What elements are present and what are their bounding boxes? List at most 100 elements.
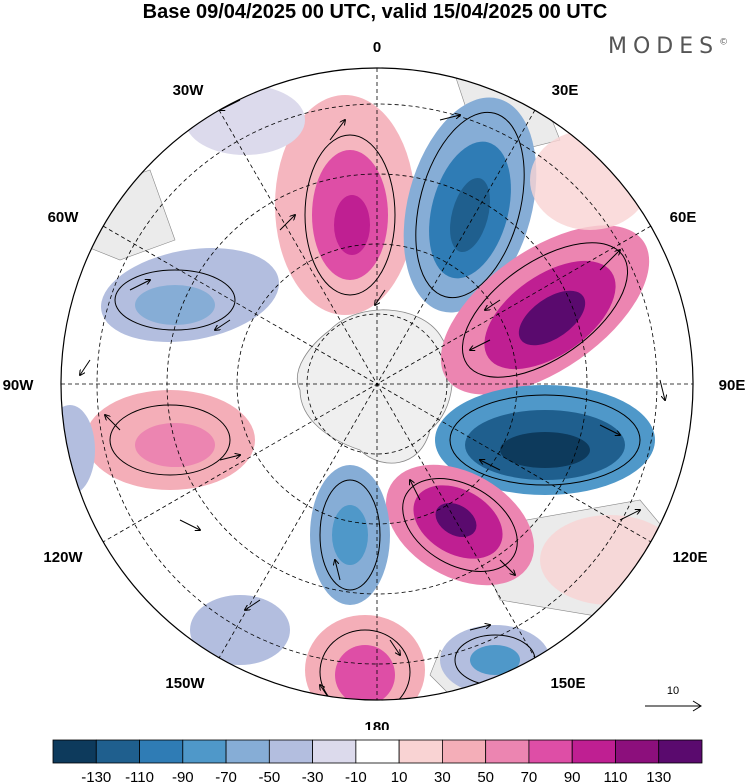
wind-arrow: [129, 280, 150, 291]
colorbar-tick-label: -50: [258, 769, 280, 783]
reference-vector-label: 10: [667, 685, 679, 697]
colorbar-swatch: [182, 739, 227, 764]
contour-line: [114, 269, 236, 331]
lon-label-60e: 60E: [670, 209, 697, 226]
lon-label-90e: 90E: [719, 377, 746, 394]
meridian-line: [102, 225, 652, 543]
lon-label-150e: 150E: [550, 675, 585, 692]
polar-stereographic-map: 0 30E 60E 90E 120E 150E 180 150W 120W 90…: [3, 39, 746, 730]
weak-positive-anomaly-north-east: [530, 130, 650, 230]
wind-arrow: [599, 424, 620, 435]
positive-anomaly-south-atlantic-center: [334, 195, 370, 255]
contour-line: [109, 404, 231, 476]
antarctica-land: [297, 309, 453, 464]
colorbar-tick-label: 70: [521, 769, 538, 783]
wind-arrow: [520, 679, 541, 690]
contour-line: [319, 629, 411, 700]
colorbar-tick-label: 50: [477, 769, 494, 783]
wind-arrow: [279, 215, 295, 231]
map-border: [60, 67, 694, 701]
brand-name: MODES: [608, 34, 720, 59]
colorbar: -130 -110 -90 -70 -50 -30 -10 10 30 50 70 90 110 130: [52, 739, 703, 783]
contour-line: [304, 134, 396, 296]
colorbar-tick-label: -70: [215, 769, 237, 783]
weak-negative-anomaly-west: [61, 405, 95, 495]
wind-arrow: [609, 159, 630, 175]
streamline-contours: [109, 111, 641, 700]
colorbar-tick-label: -130: [81, 769, 111, 783]
lon-label-90w: 90W: [3, 377, 35, 394]
wind-arrow: [179, 519, 200, 530]
colorbar-tick-label: 10: [391, 769, 408, 783]
colorbar-swatch: [658, 739, 703, 764]
colorbar-swatch: [441, 739, 487, 764]
colorbar-swatch: [312, 739, 357, 764]
negative-anomaly-ross-sea-core: [332, 505, 368, 565]
colorbar-swatch: [528, 739, 573, 764]
colorbar-swatch: [571, 739, 616, 764]
anomaly-shading: [61, 85, 680, 700]
lon-label-150w: 150W: [165, 675, 205, 692]
wind-arrow: [105, 415, 121, 431]
colorbar-tick-label: 110: [604, 769, 628, 783]
wind-arrow: [480, 460, 501, 471]
arrow-right-icon: [645, 700, 702, 712]
wind-arrow: [335, 560, 341, 581]
graticule: [61, 68, 693, 700]
wind-arrow: [80, 359, 91, 375]
map-title: Base 09/04/2025 00 UTC, valid 15/04/2025…: [142, 1, 608, 23]
positive-anomaly-south-pacific-core: [335, 645, 395, 700]
colorbar-tick-label: 130: [646, 769, 671, 783]
positive-anomaly-indian-ocean-center: [518, 290, 586, 346]
map-disc: [61, 68, 693, 700]
modes-logo: MODES©: [608, 34, 728, 59]
colorbar-tick-label: 30: [434, 769, 451, 783]
wind-arrow: [215, 319, 231, 330]
colorbar-swatch: [52, 739, 97, 764]
brand-mark: ©: [719, 37, 729, 48]
wind-arrow: [470, 339, 491, 350]
contour-line: [402, 478, 518, 572]
colorbar-tick-label: -110: [125, 769, 154, 783]
colorbar-swatch: [398, 739, 443, 764]
negative-anomaly-west-pacific: [190, 595, 290, 665]
colorbar-tick-label: -30: [302, 769, 324, 783]
colorbar-tick-label: 90: [564, 769, 581, 783]
negative-anomaly-drake-core: [135, 285, 215, 325]
wind-arrow: [619, 510, 640, 521]
colorbar-tick-label: -90: [172, 769, 194, 783]
weak-positive-anomaly-east: [540, 515, 680, 605]
contour-line: [319, 479, 381, 591]
positive-anomaly-south-australia-center: [435, 502, 477, 538]
wind-arrow: [659, 379, 665, 400]
contour-line: [415, 111, 525, 299]
lon-label-120e: 120E: [672, 549, 707, 566]
negative-anomaly-east-indian-center: [500, 432, 590, 468]
colorbar-swatch: [355, 739, 400, 764]
contour-line: [461, 242, 629, 378]
longitude-labels: 0 30E 60E 90E 120E 150E 180 150W 120W 90…: [3, 39, 746, 730]
colorbar-swatch: [485, 739, 530, 764]
colorbar-swatch: [139, 739, 184, 764]
negative-anomaly-south-africa-center: [450, 178, 490, 252]
wind-arrow: [599, 250, 620, 271]
negative-anomaly-tasman-core: [470, 645, 520, 675]
lon-label-120w: 120W: [43, 549, 83, 566]
positive-anomaly-pacific-core: [135, 423, 215, 467]
wind-arrow: [499, 559, 515, 575]
colorbar-tick-label: -10: [345, 769, 367, 783]
colorbar-swatch: [268, 739, 313, 764]
wind-arrow: [219, 455, 240, 461]
colorbar-labels: -130 -110 -90 -70 -50 -30 -10 10 30 50 70 90 110 130: [81, 769, 671, 783]
wind-arrow: [439, 115, 460, 121]
lon-label-30w: 30W: [173, 82, 205, 99]
wind-arrow: [410, 480, 421, 501]
lon-label-30e: 30E: [552, 82, 579, 99]
reference-vector: 10: [645, 685, 702, 712]
wind-arrow: [485, 299, 501, 310]
lon-label-0: 0: [373, 39, 381, 56]
colorbar-swatches: [52, 739, 703, 764]
wind-arrow: [389, 639, 400, 655]
colorbar-swatch: [95, 739, 140, 764]
wind-arrow: [469, 625, 490, 631]
